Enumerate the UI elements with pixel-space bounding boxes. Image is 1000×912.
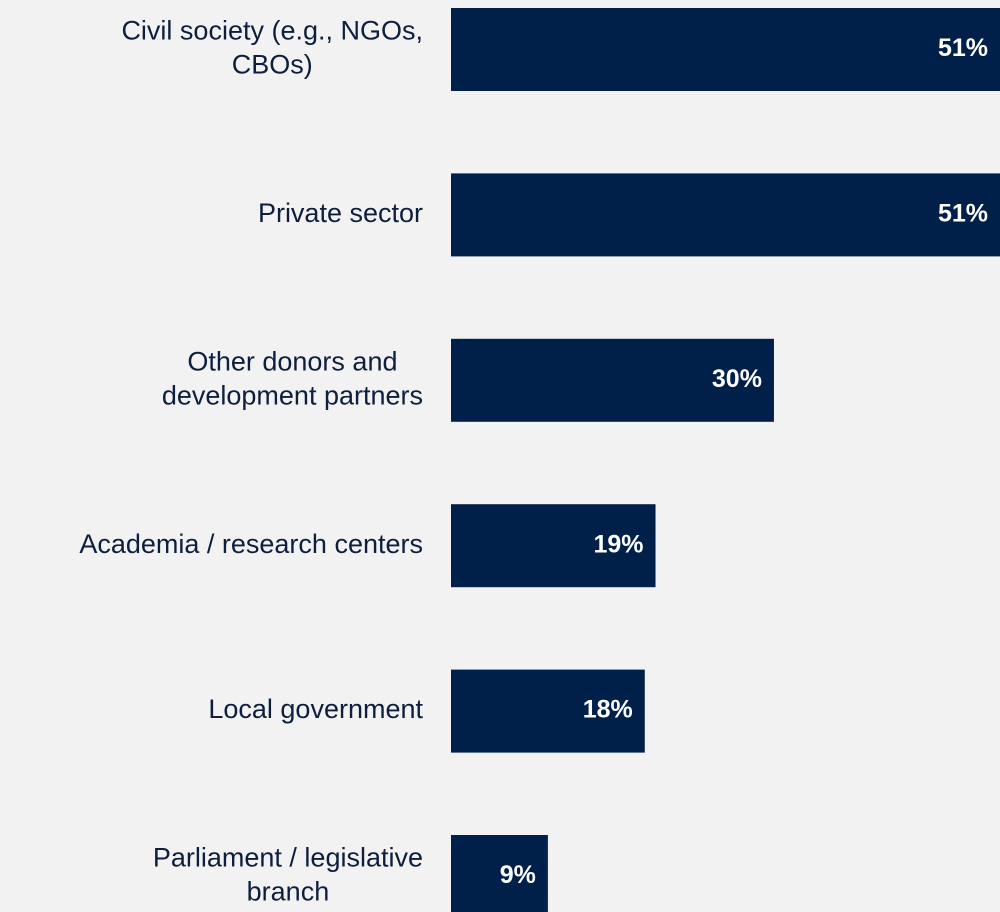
bar <box>451 338 774 422</box>
bar <box>451 669 645 753</box>
category-label-line: branch <box>247 877 330 907</box>
bar <box>451 8 1000 91</box>
category-label-line: Private sector <box>258 198 423 228</box>
bar <box>451 504 656 588</box>
bar <box>451 835 548 912</box>
category-label: Local government <box>208 694 423 724</box>
category-label-line: Local government <box>208 694 423 724</box>
value-label: 30% <box>712 365 762 393</box>
value-label: 18% <box>583 696 633 724</box>
category-label: Civil society (e.g., NGOs, CBOs) <box>121 16 423 80</box>
category-label: Parliament / legislative branch <box>153 843 423 907</box>
category-label-line: Other donors and <box>187 346 397 376</box>
value-label: 9% <box>500 861 536 889</box>
bar <box>451 173 1000 257</box>
category-label: Private sector <box>258 198 423 228</box>
category-label-line: Parliament / legislative <box>153 843 423 873</box>
category-label-line: CBOs) <box>232 50 313 80</box>
category-label: Academia / research centers <box>79 529 423 559</box>
value-label: 19% <box>593 530 643 558</box>
category-labels-group: Civil society (e.g., NGOs, CBOs) Private s… <box>79 16 423 907</box>
bars-group <box>451 8 1000 912</box>
value-labels-group: 51% 51% 30% 19% 18% 9% <box>500 34 988 889</box>
category-label-line: development partners <box>162 380 423 410</box>
category-label-line: Academia / research centers <box>79 529 423 559</box>
category-label: Other donors and development partners <box>162 346 423 410</box>
value-label: 51% <box>938 200 988 228</box>
category-label-line: Civil society (e.g., NGOs, <box>121 16 423 46</box>
value-label: 51% <box>938 34 988 62</box>
